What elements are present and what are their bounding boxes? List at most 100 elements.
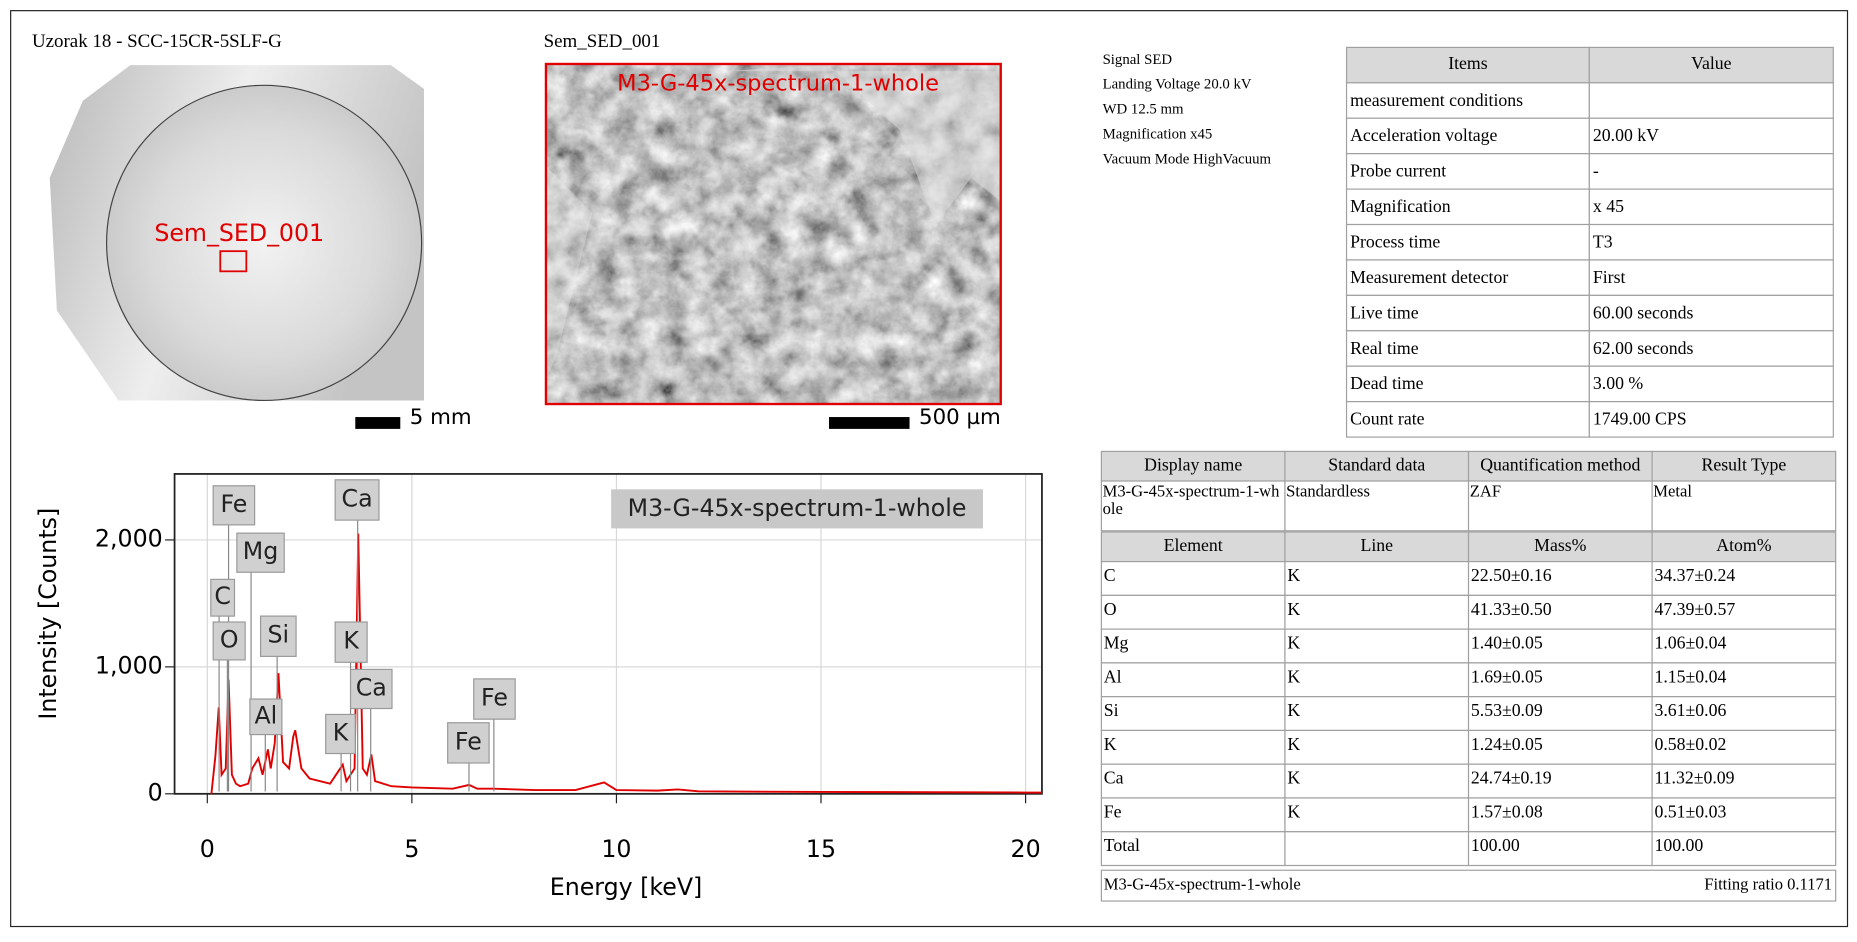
plot-frame xyxy=(173,473,1043,795)
scale-bar xyxy=(829,417,910,429)
cell xyxy=(1651,763,1837,799)
cell xyxy=(1284,831,1470,867)
cell-text: Metal xyxy=(1653,483,1692,502)
header-text: Quantification method xyxy=(1480,454,1640,474)
peak-label-box xyxy=(212,485,256,526)
cell-text: Dead time xyxy=(1350,373,1424,393)
cell xyxy=(1345,82,1590,119)
peak-label-box xyxy=(334,479,380,521)
peak-label: Fe xyxy=(455,727,482,755)
cell-text: Live time xyxy=(1350,302,1419,322)
cell-text: 20.00 kV xyxy=(1593,125,1659,145)
cell xyxy=(1588,259,1834,296)
cell-text: K xyxy=(1287,768,1300,788)
cell xyxy=(1100,763,1286,799)
cell xyxy=(1588,117,1834,155)
cell-text: Process time xyxy=(1350,231,1440,251)
x-tick-label: 5 xyxy=(404,835,419,863)
sem-overlay: M3-G-45x-spectrum-1-whole xyxy=(617,71,939,97)
cell xyxy=(1345,259,1590,296)
scale-label: 5 mm xyxy=(410,405,472,430)
cell xyxy=(1588,365,1834,403)
marker-box xyxy=(219,250,248,273)
cell xyxy=(1467,662,1653,698)
peak-label-box xyxy=(210,578,236,617)
y-tick-label: 2,000 xyxy=(95,524,163,552)
cell xyxy=(1284,696,1470,732)
sample-disc xyxy=(105,84,423,402)
cell xyxy=(1651,696,1837,732)
cell xyxy=(1284,797,1470,833)
condition: Vacuum Mode HighVacuum xyxy=(1103,151,1272,167)
sem-frame xyxy=(544,62,1002,406)
header-text: Mass% xyxy=(1534,535,1586,555)
spectrum-chart: 0 5 10 15 20 0 1,000 2,000 Energy [keV] Intensity… xyxy=(34,473,1043,901)
footer-cell xyxy=(1100,869,1837,902)
header-text: Standard data xyxy=(1328,454,1425,474)
cell xyxy=(1345,401,1590,438)
cell-text: 100.00 xyxy=(1654,835,1703,855)
cell xyxy=(1100,696,1286,732)
condition: Magnification x45 xyxy=(1103,126,1213,142)
cell xyxy=(1588,153,1834,190)
y-tick-label: 0 xyxy=(148,778,163,806)
peak-label: O xyxy=(220,625,239,653)
cell xyxy=(1100,797,1286,833)
legend-label: M3-G-45x-spectrum-1-whole xyxy=(628,494,967,522)
peak-label: Si xyxy=(268,621,290,649)
cell-text: 34.37±0.24 xyxy=(1654,565,1735,585)
cell xyxy=(1651,831,1837,867)
sample-marker: Sem_SED_001 xyxy=(154,219,324,247)
cell-text: 3.00 % xyxy=(1593,373,1643,393)
peak-label: Al xyxy=(254,701,277,729)
cell-text: Si xyxy=(1104,700,1119,720)
cell-text: O xyxy=(1104,599,1117,619)
cell xyxy=(1588,330,1834,367)
peak-label-box xyxy=(447,722,490,764)
cell-box: ZAF xyxy=(1469,483,1502,502)
x-tick-label: 10 xyxy=(601,835,631,863)
cell-text: ZAF xyxy=(1469,483,1502,502)
x-tick-label: 15 xyxy=(806,835,836,863)
cell-text: M3-G-45x-spectrum-1-whole xyxy=(1102,483,1280,519)
peak-label: K xyxy=(333,718,350,746)
cell xyxy=(1345,188,1590,226)
x-axis-label: Energy [keV] xyxy=(550,873,703,901)
cell xyxy=(1284,594,1470,630)
sem-title: Sem_SED_001 xyxy=(544,31,661,52)
cell-text: Count rate xyxy=(1350,409,1425,429)
scale-bar xyxy=(355,417,401,429)
cell-text: 41.33±0.50 xyxy=(1471,599,1552,619)
y-tick-label: 1,000 xyxy=(95,651,163,679)
header-cell xyxy=(1100,531,1286,563)
header-cell xyxy=(1100,450,1286,482)
cell-text: measurement conditions xyxy=(1350,90,1523,110)
cell xyxy=(1467,480,1653,532)
sem-feature xyxy=(722,65,1001,226)
cell-text: 1.57±0.08 xyxy=(1471,801,1543,821)
cell-box: Metal xyxy=(1653,483,1692,502)
cell-text: 47.39±0.57 xyxy=(1654,599,1735,619)
scale-label: 500 µm xyxy=(919,405,1001,430)
cell-text: - xyxy=(1593,161,1599,181)
header-text: Value xyxy=(1691,53,1732,73)
cell-text: 1.40±0.05 xyxy=(1471,633,1543,653)
spectrum-line xyxy=(210,533,1042,794)
cell xyxy=(1588,82,1834,119)
cell xyxy=(1100,662,1286,698)
cell xyxy=(1100,729,1286,765)
condition: Landing Voltage 20.0 kV xyxy=(1103,77,1252,93)
cell xyxy=(1651,480,1837,532)
legend-box xyxy=(611,489,983,529)
cell xyxy=(1651,797,1837,833)
cell-text: 62.00 seconds xyxy=(1593,338,1694,358)
cell-text: 1749.00 CPS xyxy=(1593,409,1687,429)
page-border xyxy=(10,10,1849,928)
y-axis-label: Intensity [Counts] xyxy=(34,508,62,720)
cell-text: 1.24±0.05 xyxy=(1471,734,1543,754)
cell-text: Real time xyxy=(1350,338,1419,358)
header-text: Atom% xyxy=(1716,535,1771,555)
cell-text: 100.00 xyxy=(1471,835,1520,855)
cell-text: K xyxy=(1287,599,1300,619)
